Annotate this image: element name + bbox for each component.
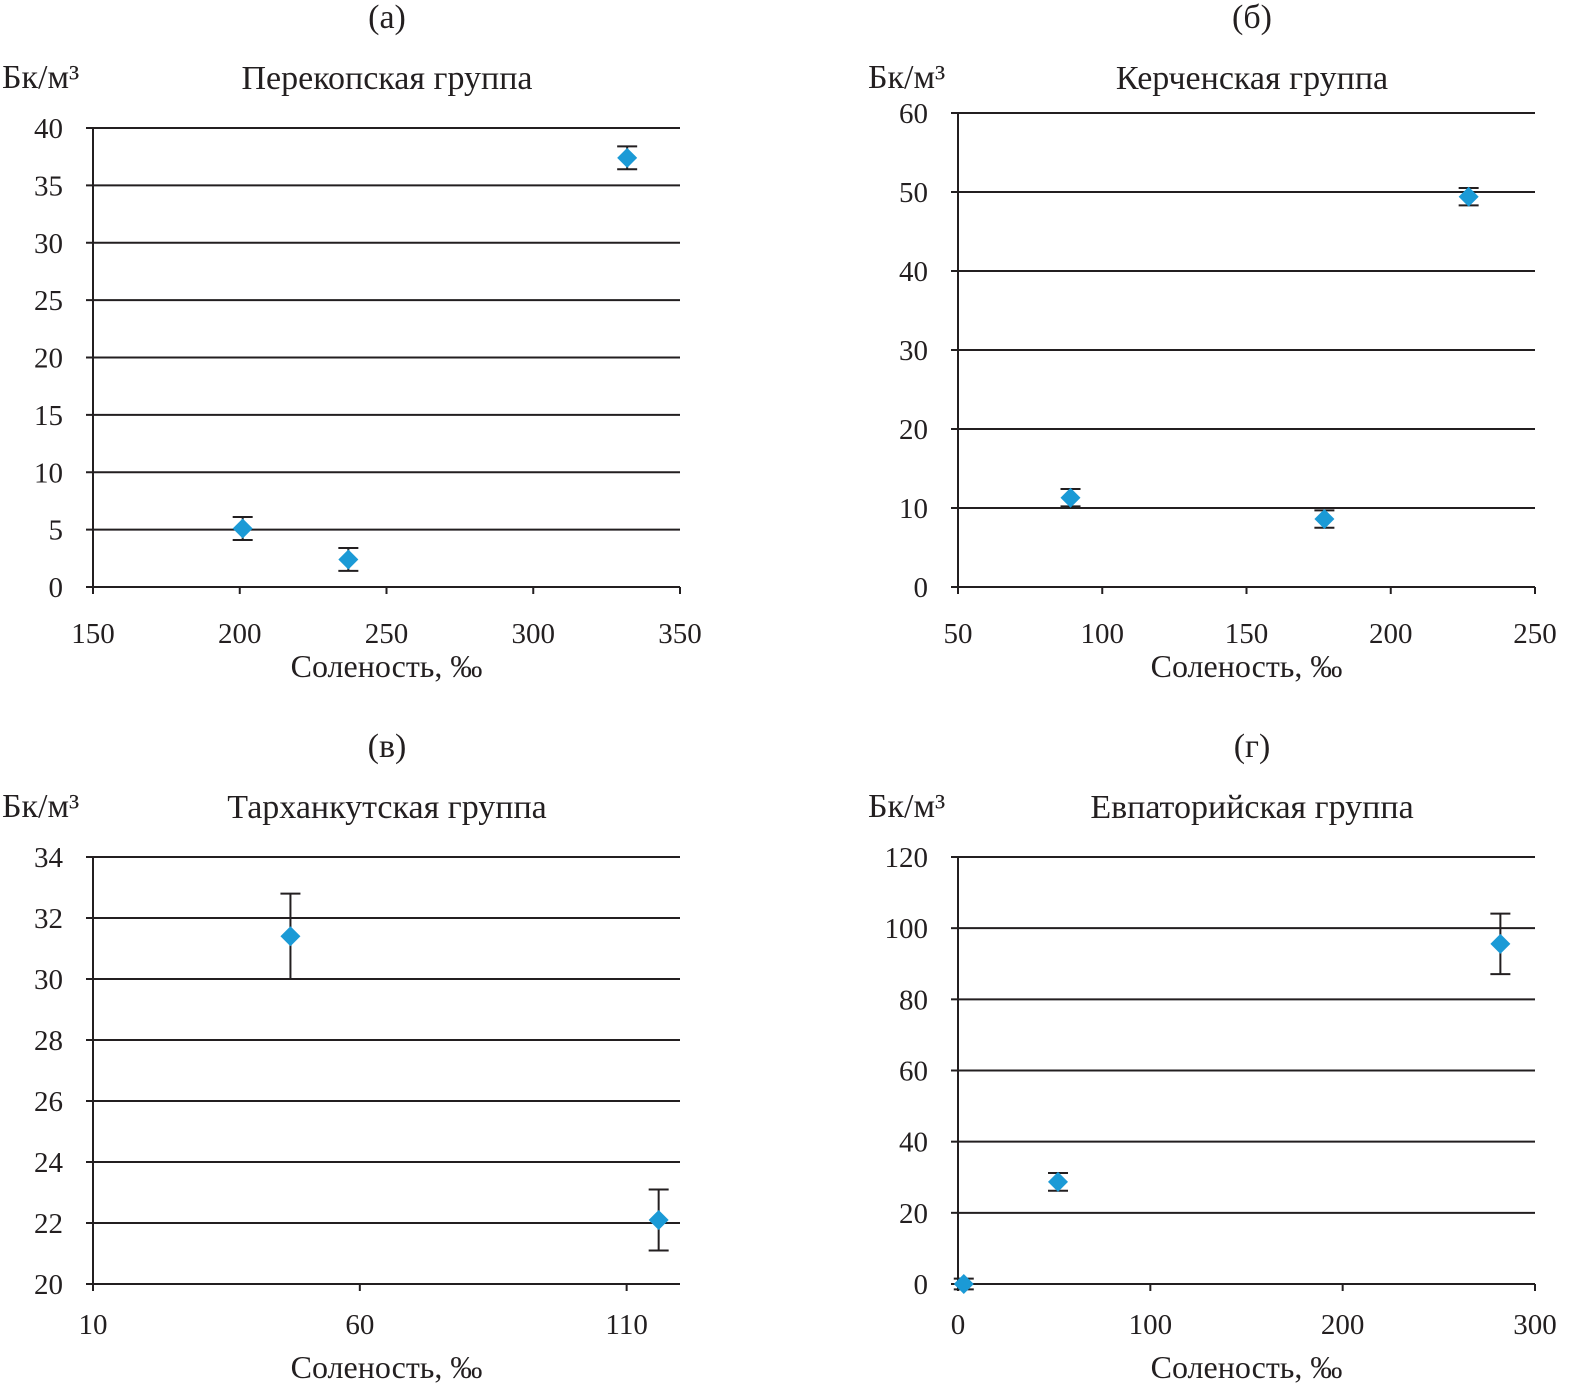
chart-c: (в) Тарханкутская группа Бк/м³ 20 22 24 26 28 30…	[2, 728, 680, 1385]
y-tick-label: 22	[34, 1208, 63, 1240]
y-tick-label: 0	[914, 1269, 929, 1301]
x-tick-label: 0	[951, 1309, 966, 1341]
y-tick-label: 20	[34, 1269, 63, 1301]
x-tick-label: 10	[79, 1309, 108, 1341]
diamond-marker	[338, 549, 359, 570]
diamond-marker	[1458, 186, 1479, 207]
y-tick-label: 100	[885, 913, 929, 945]
x-tick-label: 300	[512, 618, 556, 650]
y-tick-label: 20	[34, 343, 63, 375]
y-tick-label: 28	[34, 1025, 63, 1057]
y-tick-label: 60	[899, 1056, 928, 1088]
y-tick-label: 25	[34, 285, 63, 317]
y-tick-label: 20	[899, 1198, 928, 1230]
panel-letter: (а)	[368, 0, 406, 36]
x-tick-label: 250	[365, 618, 409, 650]
diamond-marker	[953, 1274, 974, 1294]
chart-title: Керченская группа	[1116, 60, 1388, 97]
y-axis-unit-label: Бк/м³	[868, 59, 945, 96]
diamond-marker	[232, 518, 253, 539]
x-tick-label: 100	[1129, 1309, 1173, 1341]
y-tick-label: 0	[49, 572, 64, 604]
data-point	[1458, 186, 1479, 207]
x-tick-label: 350	[658, 618, 702, 650]
diamond-marker	[1048, 1171, 1069, 1192]
x-tick-label: 250	[1513, 618, 1557, 650]
diamond-marker	[1060, 487, 1081, 508]
diamond-marker	[1314, 509, 1335, 530]
y-tick-label: 50	[899, 177, 928, 209]
y-axis-unit-label: Бк/м³	[868, 788, 945, 825]
y-tick-label: 0	[914, 572, 929, 604]
x-tick-label: 60	[345, 1309, 374, 1341]
x-tick-label: 200	[1369, 618, 1413, 650]
y-tick-label: 5	[49, 515, 64, 547]
x-tick-label: 110	[605, 1309, 647, 1341]
data-point	[1048, 1171, 1069, 1192]
data-point	[1490, 912, 1511, 976]
x-tick-label: 300	[1513, 1309, 1557, 1341]
panel-letter: (б)	[1232, 0, 1272, 36]
y-tick-label: 32	[34, 903, 63, 935]
chart-a: (а) Перекопская группа Бк/м³ 0 5 10 15 20 25 30 35…	[2, 0, 702, 684]
x-tick-label: 200	[218, 618, 262, 650]
x-axis-title: Соленость, ‰	[291, 648, 483, 684]
x-tick-label: 200	[1321, 1309, 1365, 1341]
chart-d: (г) Евпаторийская группа Бк/м³ 0 20 40 60 80 100…	[868, 728, 1557, 1385]
panel-letter: (г)	[1234, 728, 1271, 765]
y-tick-label: 30	[34, 964, 63, 996]
y-tick-label: 40	[899, 1127, 928, 1159]
data-point	[338, 546, 359, 572]
y-tick-label: 34	[34, 842, 64, 874]
diamond-marker	[617, 147, 638, 168]
panel-letter: (в)	[368, 728, 407, 765]
diamond-marker	[648, 1209, 669, 1230]
x-tick-label: 50	[944, 618, 973, 650]
y-tick-label: 120	[885, 842, 929, 874]
data-point	[648, 1188, 669, 1252]
y-tick-label: 40	[899, 256, 928, 288]
y-tick-label: 60	[899, 98, 928, 130]
y-axis-unit-label: Бк/м³	[2, 788, 79, 825]
chart-title: Евпаторийская группа	[1090, 789, 1413, 826]
y-tick-label: 15	[34, 400, 63, 432]
data-point	[232, 516, 253, 541]
y-tick-label: 40	[34, 113, 63, 145]
y-tick-label: 30	[34, 228, 63, 260]
x-tick-label: 150	[71, 618, 115, 650]
y-tick-label: 10	[34, 457, 63, 489]
y-tick-label: 10	[899, 493, 928, 525]
x-axis-title: Соленость, ‰	[1151, 1349, 1343, 1385]
data-point	[617, 145, 638, 171]
data-point	[1314, 509, 1335, 530]
chart-title: Перекопская группа	[241, 60, 532, 97]
diamond-marker	[280, 926, 301, 947]
y-tick-label: 20	[899, 414, 928, 446]
y-axis-unit-label: Бк/м³	[2, 59, 79, 96]
y-tick-label: 30	[899, 335, 928, 367]
data-point	[953, 1274, 974, 1294]
x-tick-label: 150	[1225, 618, 1269, 650]
x-axis-title: Соленость, ‰	[291, 1349, 483, 1385]
chart-b: (б) Керченская группа Бк/м³ 0 10 20 30 40 50 60 50…	[868, 0, 1557, 684]
x-axis-title: Соленость, ‰	[1151, 648, 1343, 684]
y-tick-label: 26	[34, 1086, 63, 1118]
y-tick-label: 24	[34, 1147, 64, 1179]
x-tick-label: 100	[1081, 618, 1125, 650]
chart-title: Тарханкутская группа	[227, 789, 546, 826]
diamond-marker	[1490, 933, 1511, 954]
data-point	[1060, 487, 1081, 508]
y-tick-label: 35	[34, 170, 63, 202]
y-tick-label: 80	[899, 984, 928, 1016]
data-point	[280, 892, 301, 980]
